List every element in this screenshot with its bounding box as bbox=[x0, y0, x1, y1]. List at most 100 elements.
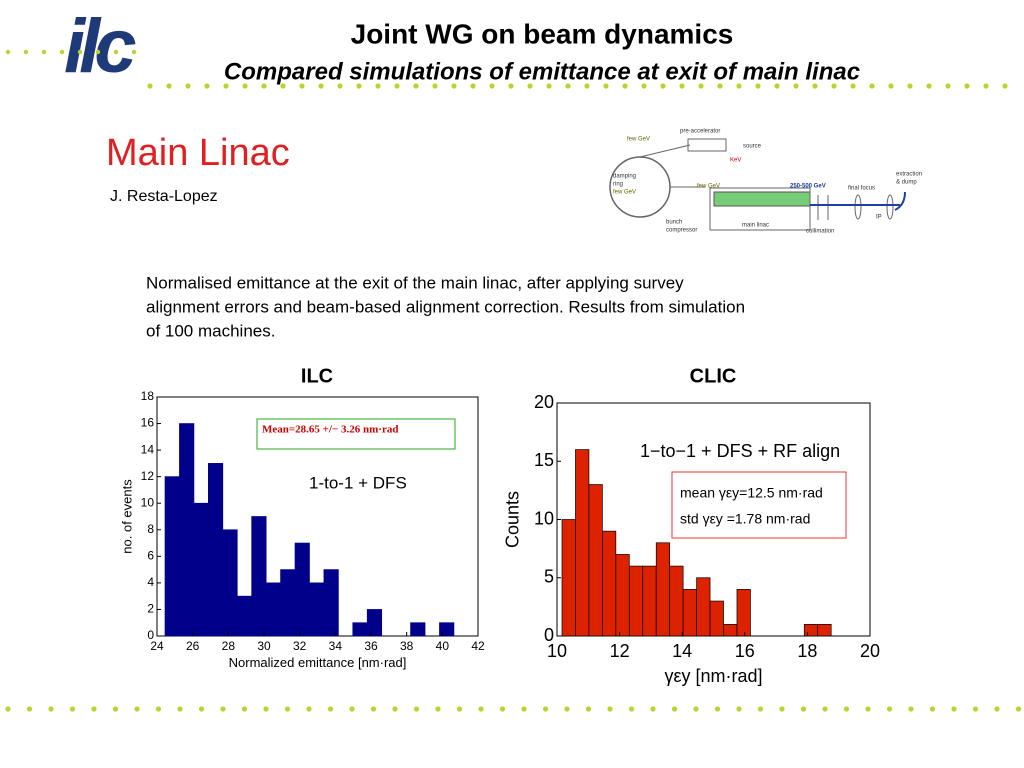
dot bbox=[929, 706, 936, 712]
bar bbox=[193, 502, 209, 637]
annotation: Mean=28.65 +/− 3.26 nm·rad bbox=[262, 424, 398, 436]
bar bbox=[164, 476, 180, 637]
annotation: 1-to-1 + DFS bbox=[309, 473, 407, 492]
dot bbox=[907, 83, 913, 89]
dot bbox=[261, 83, 267, 89]
dot bbox=[220, 706, 226, 712]
dot bbox=[284, 706, 291, 712]
dot bbox=[95, 49, 101, 55]
dot bbox=[908, 706, 914, 712]
dot bbox=[714, 706, 721, 712]
dot bbox=[584, 83, 590, 89]
x-tick-label: 34 bbox=[329, 639, 343, 653]
bar bbox=[366, 609, 383, 637]
x-tick-label: 36 bbox=[364, 639, 378, 653]
x-tick-label: 30 bbox=[257, 639, 271, 653]
bar bbox=[208, 463, 224, 637]
dot bbox=[59, 49, 65, 55]
y-tick-label: 14 bbox=[141, 442, 155, 456]
bar bbox=[736, 589, 751, 637]
dot bbox=[413, 706, 420, 712]
dot bbox=[945, 83, 951, 89]
y-tick-label: 15 bbox=[534, 450, 554, 470]
dot bbox=[508, 83, 514, 89]
diagram-label: compressor bbox=[666, 228, 697, 234]
y-tick-label: 10 bbox=[141, 495, 155, 509]
dot bbox=[679, 83, 685, 89]
x-tick-label: 28 bbox=[222, 639, 236, 653]
dot bbox=[478, 706, 484, 712]
bar bbox=[561, 519, 576, 637]
y-axis-label: no. of events bbox=[120, 479, 135, 554]
y-tick-label: 10 bbox=[534, 508, 554, 528]
dot bbox=[774, 83, 780, 89]
y-tick-label: 18 bbox=[141, 389, 155, 403]
dot bbox=[26, 706, 33, 712]
bar bbox=[628, 565, 644, 637]
section-title: Main Linac bbox=[106, 132, 290, 174]
dot bbox=[660, 83, 666, 89]
bar bbox=[251, 516, 267, 637]
x-tick-label: 40 bbox=[436, 639, 450, 653]
dot bbox=[185, 83, 191, 89]
diagram-label: few GeV bbox=[627, 137, 650, 143]
dot bbox=[585, 706, 592, 712]
dot bbox=[432, 83, 438, 89]
dot bbox=[736, 83, 742, 89]
dot bbox=[717, 83, 723, 89]
dot bbox=[299, 83, 305, 89]
dot bbox=[800, 706, 807, 712]
paragraph-line: of 100 machines. bbox=[146, 321, 275, 340]
dot bbox=[451, 83, 457, 89]
bar bbox=[588, 484, 603, 637]
dot bbox=[779, 706, 785, 712]
dot bbox=[650, 706, 656, 712]
dot bbox=[370, 706, 377, 712]
dot bbox=[888, 83, 894, 89]
diagram-label: 250-500 GeV bbox=[790, 184, 826, 190]
dot bbox=[812, 83, 818, 89]
dot bbox=[869, 83, 875, 89]
y-tick-label: 0 bbox=[147, 628, 154, 642]
dot bbox=[177, 706, 183, 712]
dot bbox=[413, 83, 419, 89]
dot bbox=[147, 83, 153, 89]
dot bbox=[628, 706, 635, 712]
author: J. Resta-Lopez bbox=[110, 188, 218, 205]
dot bbox=[951, 706, 957, 712]
slide-title: Joint WG on beam dynamics bbox=[351, 18, 734, 49]
dot bbox=[671, 706, 678, 712]
bar bbox=[439, 622, 455, 637]
dot bbox=[564, 706, 570, 712]
bar bbox=[682, 589, 697, 637]
paragraph-line: alignment errors and beam-based alignmen… bbox=[146, 297, 745, 316]
diagram-label: main linac bbox=[742, 223, 769, 229]
dot bbox=[69, 706, 76, 712]
dot bbox=[204, 83, 210, 89]
bar bbox=[236, 595, 253, 637]
dot bbox=[166, 83, 172, 89]
bar bbox=[817, 623, 832, 637]
bar bbox=[709, 600, 724, 637]
dot bbox=[622, 83, 628, 89]
dot bbox=[1002, 83, 1008, 89]
x-tick-label: 16 bbox=[735, 641, 755, 661]
dot bbox=[48, 706, 54, 712]
logo: ilc bbox=[64, 4, 136, 89]
bar bbox=[696, 577, 711, 637]
x-tick-label: 32 bbox=[293, 639, 307, 653]
y-tick-label: 4 bbox=[147, 575, 154, 589]
dot bbox=[112, 706, 119, 712]
dot bbox=[1015, 706, 1022, 712]
diagram-label: ring bbox=[613, 182, 623, 188]
dot bbox=[831, 83, 837, 89]
diagram-label: pre-accelerator bbox=[680, 129, 720, 135]
dot bbox=[603, 83, 609, 89]
annotation-box bbox=[256, 418, 456, 450]
dot bbox=[349, 706, 355, 712]
bar bbox=[265, 582, 281, 637]
dot bbox=[546, 83, 552, 89]
bar bbox=[222, 529, 238, 637]
diagram bbox=[609, 138, 906, 231]
bar bbox=[615, 554, 630, 637]
